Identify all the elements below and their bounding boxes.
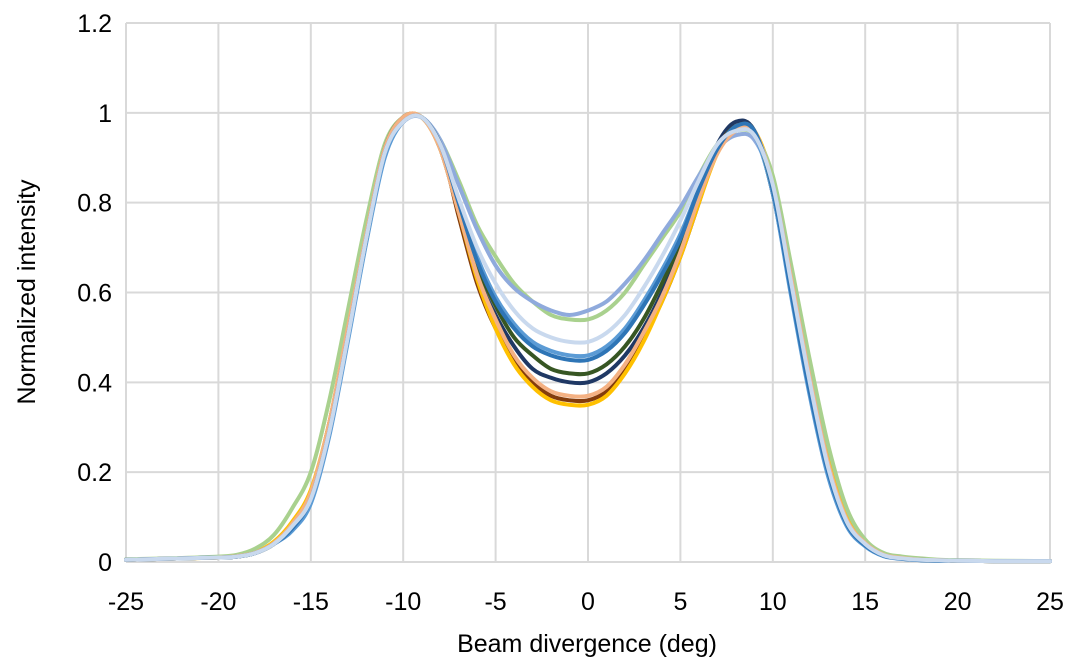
x-tick-label: -20 <box>200 588 236 616</box>
y-tick-label: 1 <box>98 100 112 128</box>
x-tick-labels: -25 -20 -15 -10 -5 0 5 10 15 20 25 <box>108 588 1064 616</box>
x-tick-label: 10 <box>759 588 787 616</box>
x-tick-label: 25 <box>1036 588 1064 616</box>
x-tick-label: 20 <box>944 588 972 616</box>
x-axis-title: Beam divergence (deg) <box>457 630 717 658</box>
x-tick-label: -15 <box>293 588 329 616</box>
y-tick-label: 0.8 <box>77 190 112 218</box>
series-lines <box>124 111 1052 564</box>
x-tick-label: 5 <box>673 588 687 616</box>
x-tick-label: -10 <box>385 588 421 616</box>
x-tick-label: -5 <box>484 588 506 616</box>
y-tick-label: 0.2 <box>77 459 112 487</box>
y-tick-label: 0 <box>98 549 112 577</box>
y-tick-label: 1.2 <box>77 10 112 38</box>
series-line-10 <box>124 113 1052 564</box>
x-tick-label: -25 <box>108 588 144 616</box>
y-tick-labels: 0 0.2 0.4 0.6 0.8 1 1.2 <box>77 10 112 577</box>
y-tick-label: 0.6 <box>77 280 112 308</box>
series-line-4 <box>124 112 1052 564</box>
x-tick-label: 0 <box>581 588 595 616</box>
x-tick-label: 15 <box>851 588 879 616</box>
grid <box>125 22 1051 563</box>
y-axis-title: Normalized intensity <box>13 179 41 405</box>
y-tick-label: 0.4 <box>77 369 112 397</box>
